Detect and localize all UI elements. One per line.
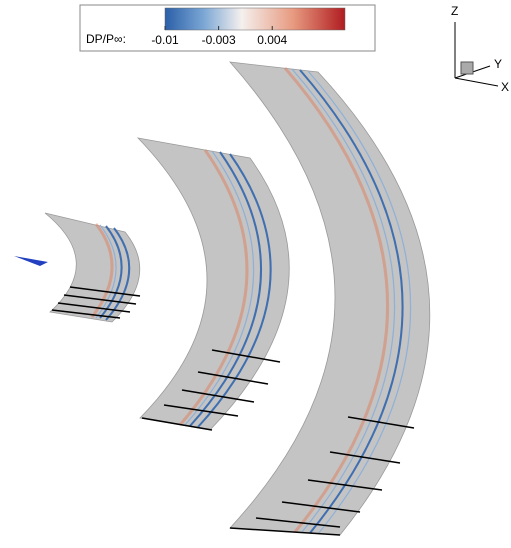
colorbar-tick-label: 0.004: [257, 33, 287, 47]
axis-triad: Z Y X: [451, 4, 509, 94]
axis-x-label: X: [501, 80, 509, 94]
colorbar-ticks: -0.01 -0.003 0.004: [151, 26, 288, 47]
axis-y-label: Y: [494, 57, 502, 71]
colorbar: [164, 7, 346, 31]
shell-small: [44, 212, 141, 323]
colorbar-label: DP/P∞:: [86, 32, 126, 46]
colorbar-tick-label: -0.01: [151, 33, 179, 47]
body-marker: [14, 256, 48, 266]
shell-middle: [136, 137, 290, 431]
colorbar-tick-label: -0.003: [202, 33, 236, 47]
shell-large: [229, 61, 431, 536]
axis-z-label: Z: [451, 4, 458, 18]
